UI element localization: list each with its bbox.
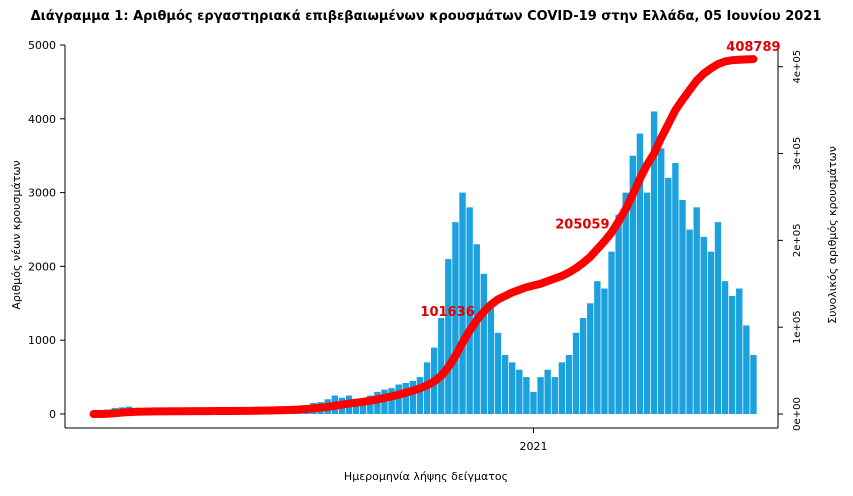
bar	[438, 318, 444, 414]
bar	[729, 296, 735, 414]
y2-axis-label: Συνολικός αριθμός κρουσμάτων	[826, 146, 839, 324]
bar	[537, 377, 543, 414]
y-tick-label: 2000	[28, 260, 56, 273]
bar	[559, 362, 565, 414]
bar	[644, 193, 650, 414]
bar	[502, 355, 508, 414]
bar	[495, 333, 501, 414]
bar	[750, 355, 756, 414]
y2-tick-label: 3e+05	[792, 137, 803, 171]
bar	[658, 148, 664, 414]
bar	[417, 377, 423, 414]
bar	[594, 281, 600, 414]
y-tick-label: 0	[49, 408, 56, 421]
bar	[679, 200, 685, 414]
bar	[573, 333, 579, 414]
bar	[615, 215, 621, 414]
bar	[672, 163, 678, 414]
annotation: 205059	[555, 218, 609, 233]
bar	[516, 370, 522, 414]
bar	[445, 259, 451, 414]
bar	[523, 377, 529, 414]
bar	[715, 222, 721, 414]
chart-title: Διάγραμμα 1: Αριθμός εργαστηριακά επιβεβ…	[31, 9, 822, 24]
y2-tick-label: 4e+05	[792, 50, 803, 84]
y2-tick-label: 2e+05	[792, 224, 803, 258]
bar	[701, 237, 707, 414]
y2-tick-label: 0e+00	[792, 397, 803, 431]
bar	[693, 207, 699, 414]
x-axis-label: Ημερομηνία λήψης δείγματος	[344, 470, 508, 483]
bar	[580, 318, 586, 414]
bar	[608, 252, 614, 414]
bar	[566, 355, 572, 414]
bar	[708, 252, 714, 414]
bar	[544, 370, 550, 414]
annotation: 101636	[420, 305, 474, 320]
bar	[552, 377, 558, 414]
y2-tick-label: 1e+05	[792, 310, 803, 344]
bar	[509, 362, 515, 414]
bar	[722, 281, 728, 414]
bar	[587, 303, 593, 414]
bar	[743, 325, 749, 414]
bar	[530, 392, 536, 414]
y-axis-label: Αριθμός νέων κρουσμάτων	[10, 160, 23, 309]
y-tick-label: 5000	[28, 39, 56, 52]
y-tick-label: 4000	[28, 113, 56, 126]
bar	[403, 383, 409, 414]
bar	[686, 230, 692, 415]
y-tick-label: 1000	[28, 334, 56, 347]
annotation: 408789	[726, 40, 780, 55]
bar	[623, 193, 629, 414]
bar	[481, 274, 487, 414]
y-tick-label: 3000	[28, 187, 56, 200]
bar	[488, 303, 494, 414]
bar	[601, 289, 607, 414]
bar	[459, 193, 465, 414]
x-tick-label: 2021	[519, 440, 547, 453]
bar	[665, 178, 671, 414]
bar	[736, 289, 742, 414]
